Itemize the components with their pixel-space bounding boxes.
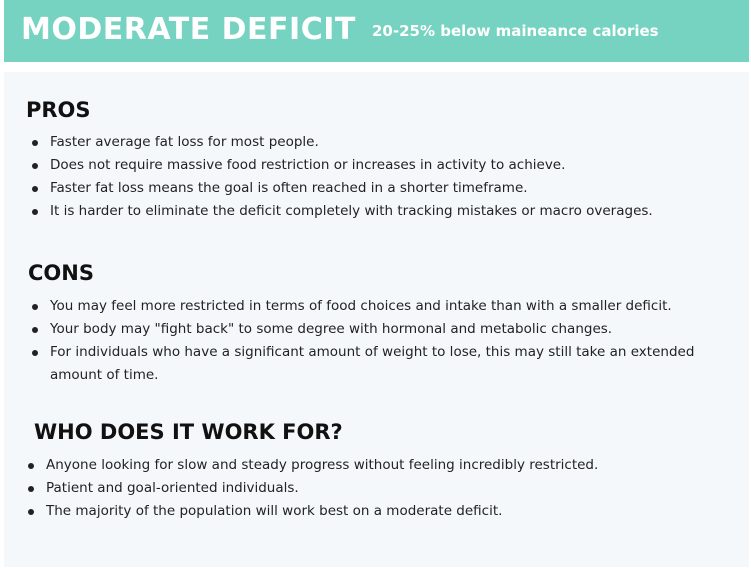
list-item: For individuals who have a significant a… [30, 341, 730, 387]
content-card: PROS Faster average fat loss for most pe… [4, 72, 749, 567]
list-item: Your body may "fight back" to some degre… [30, 318, 730, 341]
cons-heading: CONS [28, 261, 94, 285]
who-heading: WHO DOES IT WORK FOR? [34, 420, 343, 444]
list-item: The majority of the population will work… [26, 500, 726, 523]
list-item: Faster average fat loss for most people. [30, 131, 730, 154]
list-item: Anyone looking for slow and steady progr… [26, 454, 726, 477]
pros-heading: PROS [26, 98, 91, 122]
list-item: Does not require massive food restrictio… [30, 154, 730, 177]
list-item: Patient and goal-oriented individuals. [26, 477, 726, 500]
page-subtitle: 20-25% below maineance calories [372, 22, 659, 40]
cons-list: You may feel more restricted in terms of… [30, 295, 730, 387]
list-item: You may feel more restricted in terms of… [30, 295, 730, 318]
who-list: Anyone looking for slow and steady progr… [26, 454, 726, 523]
pros-list: Faster average fat loss for most people.… [30, 131, 730, 223]
header-banner: MODERATE DEFICIT 20-25% below maineance … [4, 0, 749, 62]
list-item: It is harder to eliminate the deficit co… [30, 200, 730, 223]
list-item: Faster fat loss means the goal is often … [30, 177, 730, 200]
page-title: MODERATE DEFICIT [21, 12, 356, 47]
